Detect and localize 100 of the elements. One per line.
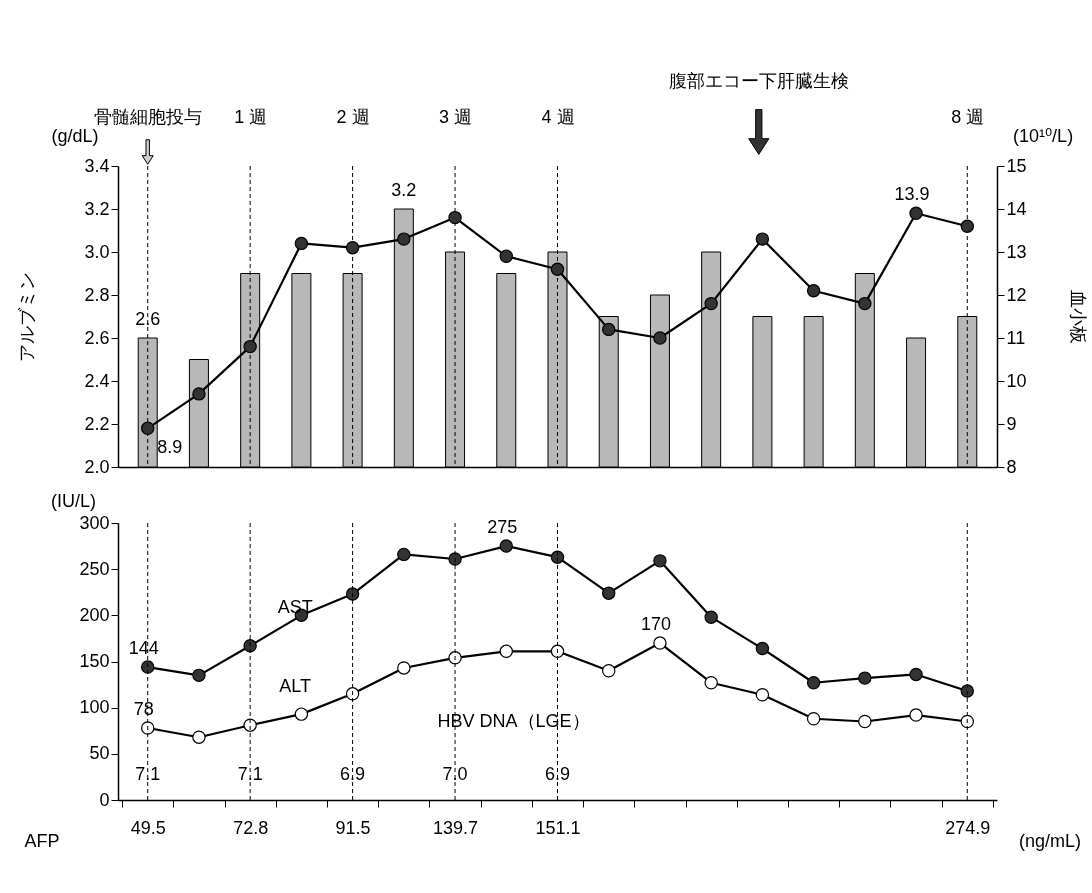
point [858,671,872,685]
y-tick-label: 2.2 [84,413,110,434]
point [909,708,923,722]
y-tick-label: 0 [99,789,110,810]
data-label: 8.9 [157,437,183,458]
point [602,586,616,600]
annotation: 7.0 [442,764,468,785]
annotation: 6.9 [340,764,366,785]
x-tick-label: 1 週 [234,106,268,127]
point [858,714,872,729]
point [397,661,411,675]
x-tick-label: 8 週 [951,106,985,127]
series-label: ALT [279,676,311,697]
x-tick-label: 3 週 [439,106,473,127]
y-tick-label: 3.2 [84,198,110,219]
y2-tick-label: 14 [1006,198,1027,219]
text: (g/dL) [51,126,99,146]
point [704,610,718,624]
point [345,587,360,601]
text: 腹部エコー下肝臓生検 [668,71,849,91]
annotation: HBV DNA（LGE） [437,711,590,732]
point [499,539,513,553]
point [243,639,257,653]
point [397,547,411,562]
point [806,676,821,690]
point [602,664,616,678]
point [294,236,309,251]
point [192,387,206,401]
point [909,206,923,221]
y-tick-label: 3.0 [84,241,110,262]
point [704,676,718,690]
point [499,644,513,659]
point [192,668,206,683]
y-tick-label: 200 [79,604,110,625]
point [550,644,565,659]
point [653,554,667,568]
point [140,721,155,735]
point [806,283,821,298]
point [294,707,309,721]
x-tick-label: 139.7 [433,817,479,838]
point [345,687,360,701]
point [243,718,257,732]
point [550,262,565,276]
point [909,667,923,682]
text: (ng/mL) [1018,831,1082,851]
text: AFP [24,831,60,851]
y2-tick-label: 9 [1006,413,1017,434]
y-tick-label: 2.8 [84,284,110,305]
y-tick-label: 250 [79,558,110,579]
annotation: 7.1 [237,764,263,785]
point [192,730,206,744]
x-tick-label: 72.8 [233,817,269,838]
point [755,688,770,702]
y2-tick-label: 10 [1006,370,1027,391]
point [550,550,565,564]
y2-tick-label: 12 [1006,284,1027,305]
data-label: 78 [133,698,154,719]
y2-tick-label: 11 [1006,327,1026,348]
annotation: 7.1 [135,764,161,785]
y-axis-title: アルブミン [16,272,37,362]
data-label: 2.6 [135,309,161,329]
y-tick-label: 50 [89,743,110,764]
y-tick-label: 3.4 [84,155,110,176]
y2-axis-title: 血小板 [1067,290,1088,344]
y-tick-label: 2.4 [84,370,110,391]
point [960,219,975,233]
point [602,322,616,337]
point [806,712,821,726]
series-label: AST [277,596,313,617]
point [653,331,667,345]
x-tick-label: 49.5 [130,817,166,838]
data-label: 275 [487,517,518,538]
point [960,684,975,698]
y-tick-label: 2.0 [84,456,110,477]
y-axis-title: (IU/L) [51,490,96,511]
x-tick-label: 91.5 [335,817,371,838]
point [704,296,718,311]
point [653,636,667,650]
point [397,232,411,246]
y2-tick-label: 8 [1006,456,1017,477]
x-tick-label: 151.1 [535,817,581,838]
point [243,339,257,354]
text: (10¹⁰/L) [1012,126,1074,146]
y2-tick-label: 13 [1006,241,1027,262]
y-tick-label: 2.6 [84,327,110,348]
annotation: 6.9 [544,764,571,785]
x-tick-label: 骨髄細胞投与 [94,106,203,127]
y-tick-label: 300 [79,512,110,533]
point [755,641,770,656]
data-label: 170 [640,614,671,635]
point [140,421,155,436]
data-label: 13.9 [894,184,930,205]
point [140,660,155,674]
y-tick-label: 100 [79,697,110,718]
y2-tick-label: 15 [1006,155,1027,176]
point [345,240,360,255]
point [448,210,462,225]
x-tick-label: 274.9 [945,817,991,838]
point [858,296,872,311]
data-label: 144 [128,638,159,659]
